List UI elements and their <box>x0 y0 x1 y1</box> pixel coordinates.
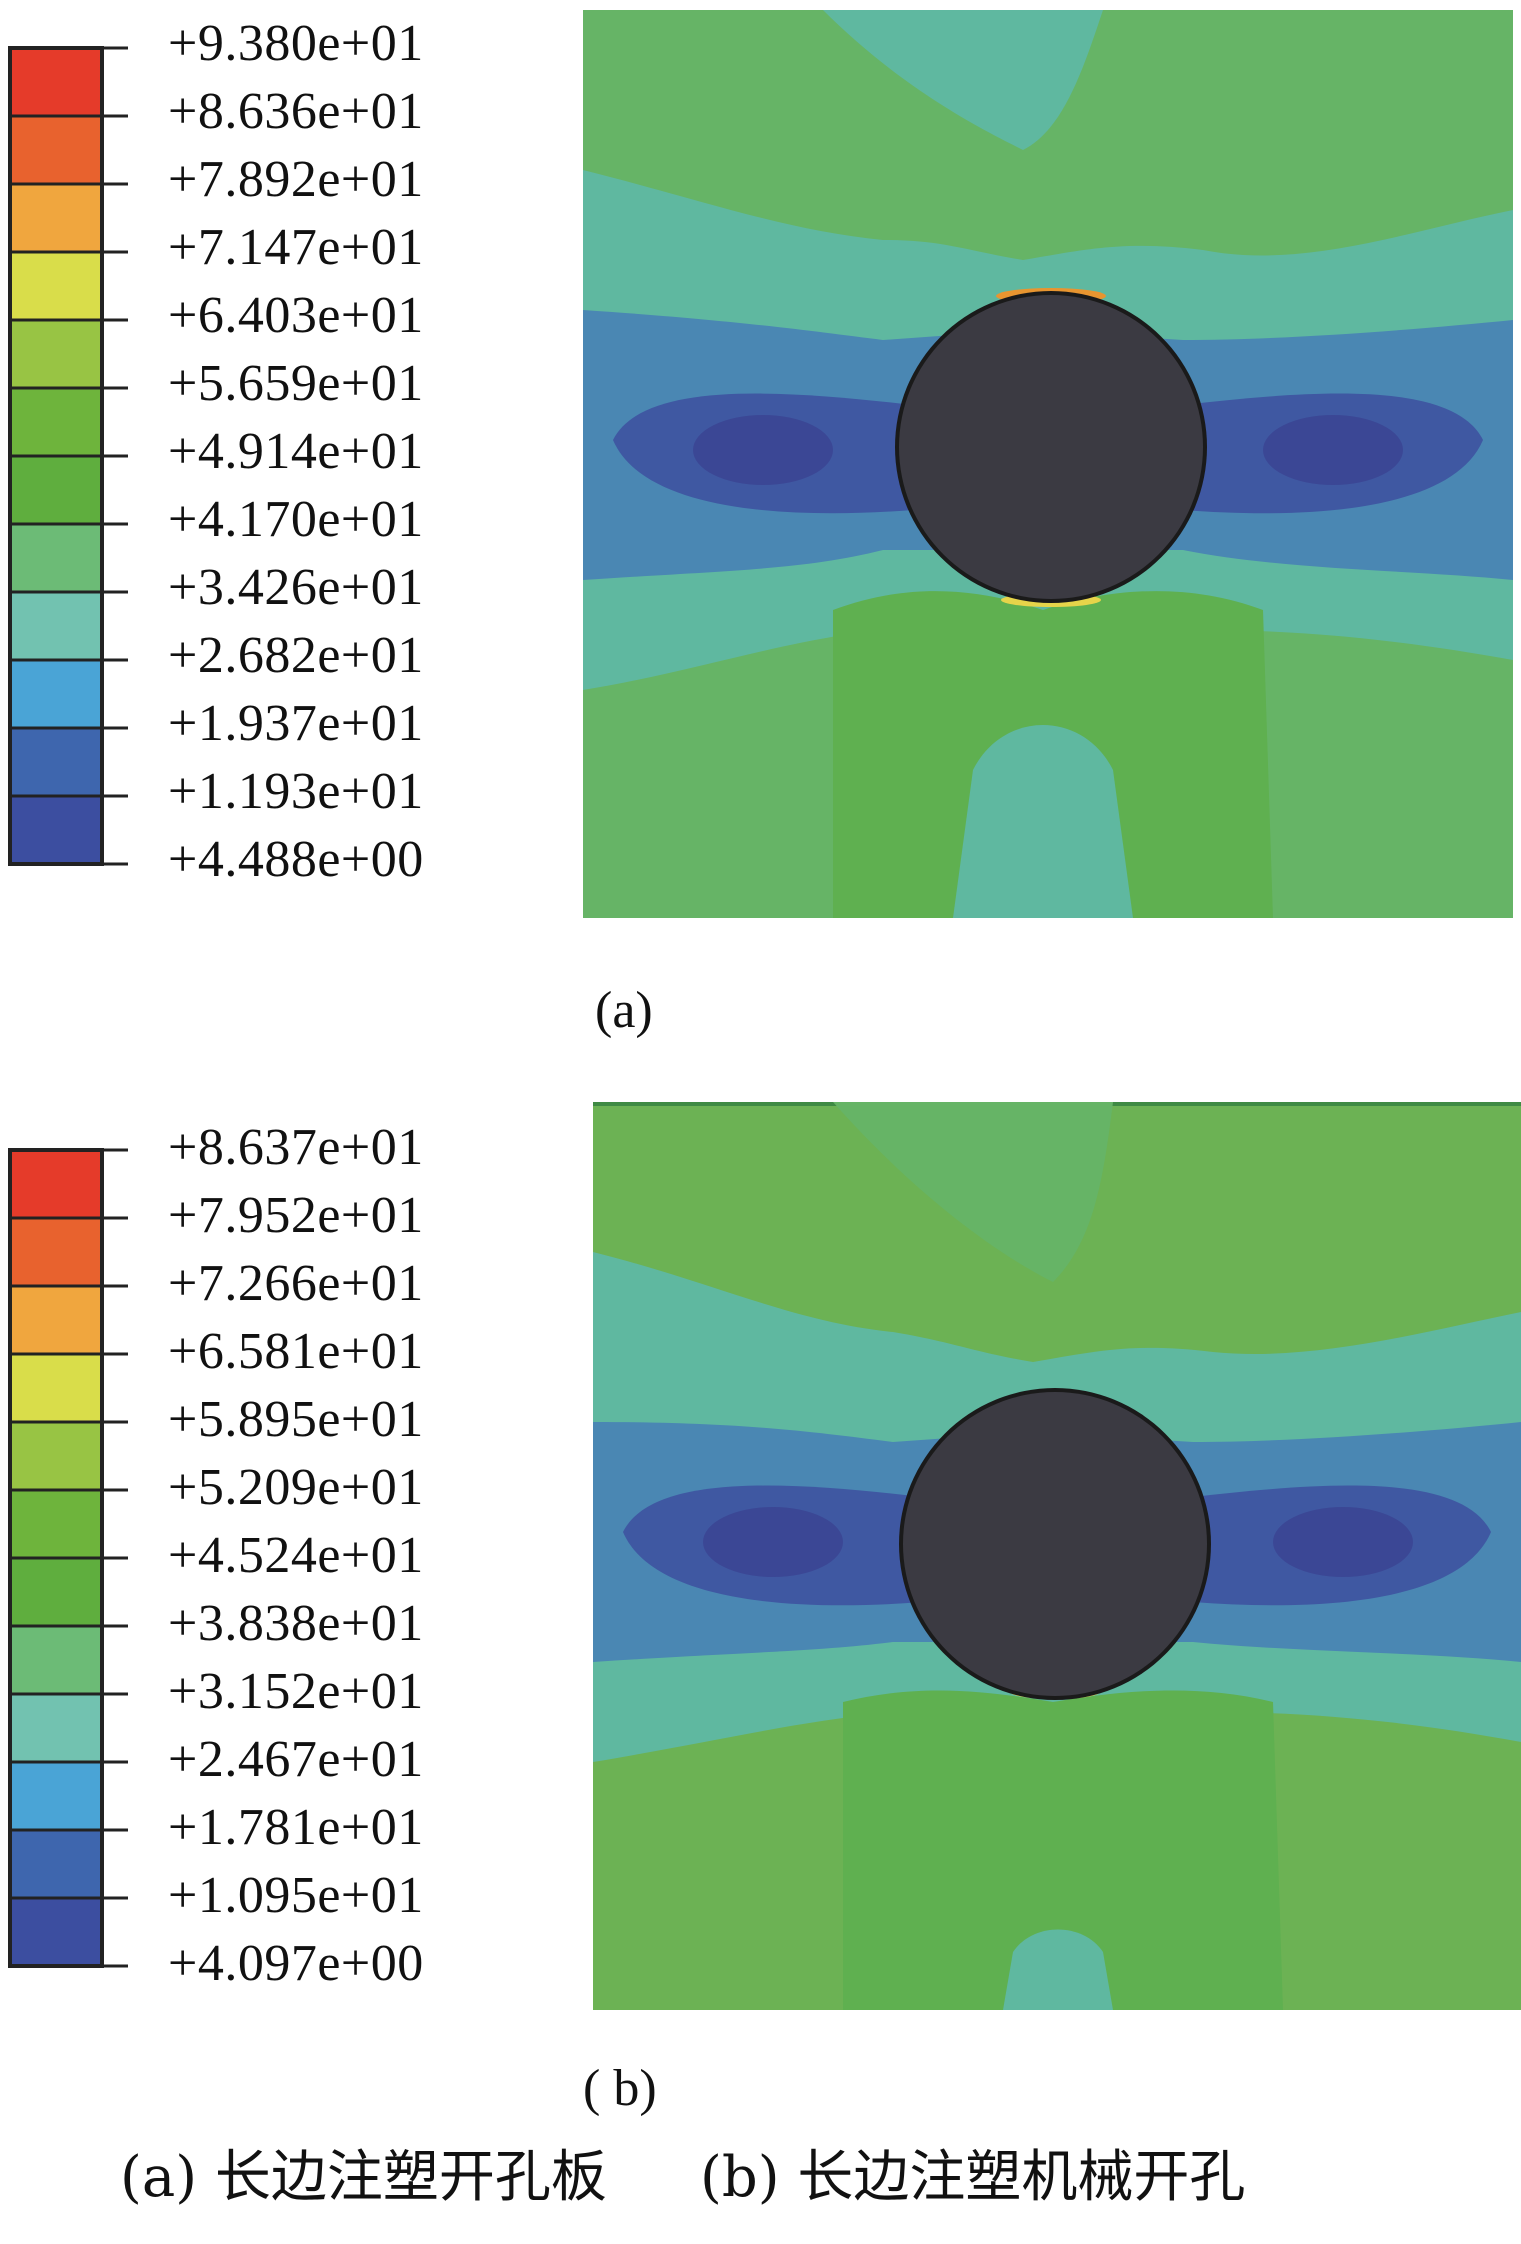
figure-b: +8.637e+01 +7.952e+01 +7.266e+01 +6.581e+01… <box>0 1090 1521 2150</box>
legend-tick-label: +1.781e+01 <box>168 1799 424 1856</box>
legend-tick-label: +4.488e+00 <box>168 831 424 888</box>
legend-tick-label: +4.097e+00 <box>168 1935 424 1992</box>
caption-left: (a) 长边注塑开孔板 <box>120 2145 607 2210</box>
legend-swatch <box>10 1354 102 1422</box>
legend-swatch <box>10 184 102 252</box>
legend-swatch <box>10 48 102 116</box>
legend-tick-label: +4.524e+01 <box>168 1527 424 1584</box>
legend-tick-label: +7.892e+01 <box>168 151 424 208</box>
legend-tick-label: +7.147e+01 <box>168 219 424 276</box>
legend-swatch <box>10 796 102 864</box>
legend-swatch <box>10 1422 102 1490</box>
color-legend-b <box>8 1148 128 1968</box>
stress-contour-plot-b <box>593 1102 1521 2010</box>
legend-tick-label: +7.266e+01 <box>168 1255 424 1312</box>
legend-swatch <box>10 1558 102 1626</box>
legend-swatch <box>10 1490 102 1558</box>
legend-tick-label: +7.952e+01 <box>168 1187 424 1244</box>
hole-circle-b <box>903 1392 1207 1696</box>
legend-swatch <box>10 1286 102 1354</box>
legend-tick-label: +9.380e+01 <box>168 15 424 72</box>
legend-swatch <box>10 592 102 660</box>
legend-tick-label: +1.095e+01 <box>168 1867 424 1924</box>
legend-tick-label: +4.914e+01 <box>168 423 424 480</box>
legend-swatch <box>10 1150 102 1218</box>
legend-swatch <box>10 728 102 796</box>
legend-tick-label: +6.403e+01 <box>168 287 424 344</box>
legend-swatch <box>10 1762 102 1830</box>
legend-tick-label: +5.895e+01 <box>168 1391 424 1448</box>
legend-tick-label: +4.170e+01 <box>168 491 424 548</box>
legend-swatch <box>10 320 102 388</box>
stress-contour-plot-a <box>583 10 1513 918</box>
legend-swatch <box>10 456 102 524</box>
legend-tick-label: +1.193e+01 <box>168 763 424 820</box>
legend-tick-label: +3.152e+01 <box>168 1663 424 1720</box>
legend-tick-label: +3.838e+01 <box>168 1595 424 1652</box>
legend-tick-label: +8.636e+01 <box>168 83 424 140</box>
hole-circle-a <box>899 295 1203 599</box>
legend-swatch <box>10 1898 102 1966</box>
legend-tick-label: +5.209e+01 <box>168 1459 424 1516</box>
caption-right: (b) 长边注塑机械开孔 <box>700 2145 1246 2210</box>
figure-a: +9.380e+01 +8.636e+01 +7.892e+01 +7.147e+01… <box>0 0 1521 1070</box>
legend-tick-label: +8.637e+01 <box>168 1119 424 1176</box>
legend-tick-label: +2.467e+01 <box>168 1731 424 1788</box>
color-legend-a <box>8 46 128 866</box>
legend-swatch <box>10 1694 102 1762</box>
panel-label-a: (a) <box>595 982 653 1039</box>
legend-swatch <box>10 116 102 184</box>
legend-swatch <box>10 1626 102 1694</box>
legend-swatch <box>10 1218 102 1286</box>
legend-swatch <box>10 1830 102 1898</box>
legend-swatch <box>10 388 102 456</box>
legend-swatch <box>10 660 102 728</box>
legend-tick-label: +3.426e+01 <box>168 559 424 616</box>
legend-swatch <box>10 252 102 320</box>
legend-swatch <box>10 524 102 592</box>
legend-tick-label: +5.659e+01 <box>168 355 424 412</box>
legend-tick-label: +1.937e+01 <box>168 695 424 752</box>
legend-tick-label: +6.581e+01 <box>168 1323 424 1380</box>
panel-label-b: ( b) <box>583 2060 657 2117</box>
legend-tick-label: +2.682e+01 <box>168 627 424 684</box>
